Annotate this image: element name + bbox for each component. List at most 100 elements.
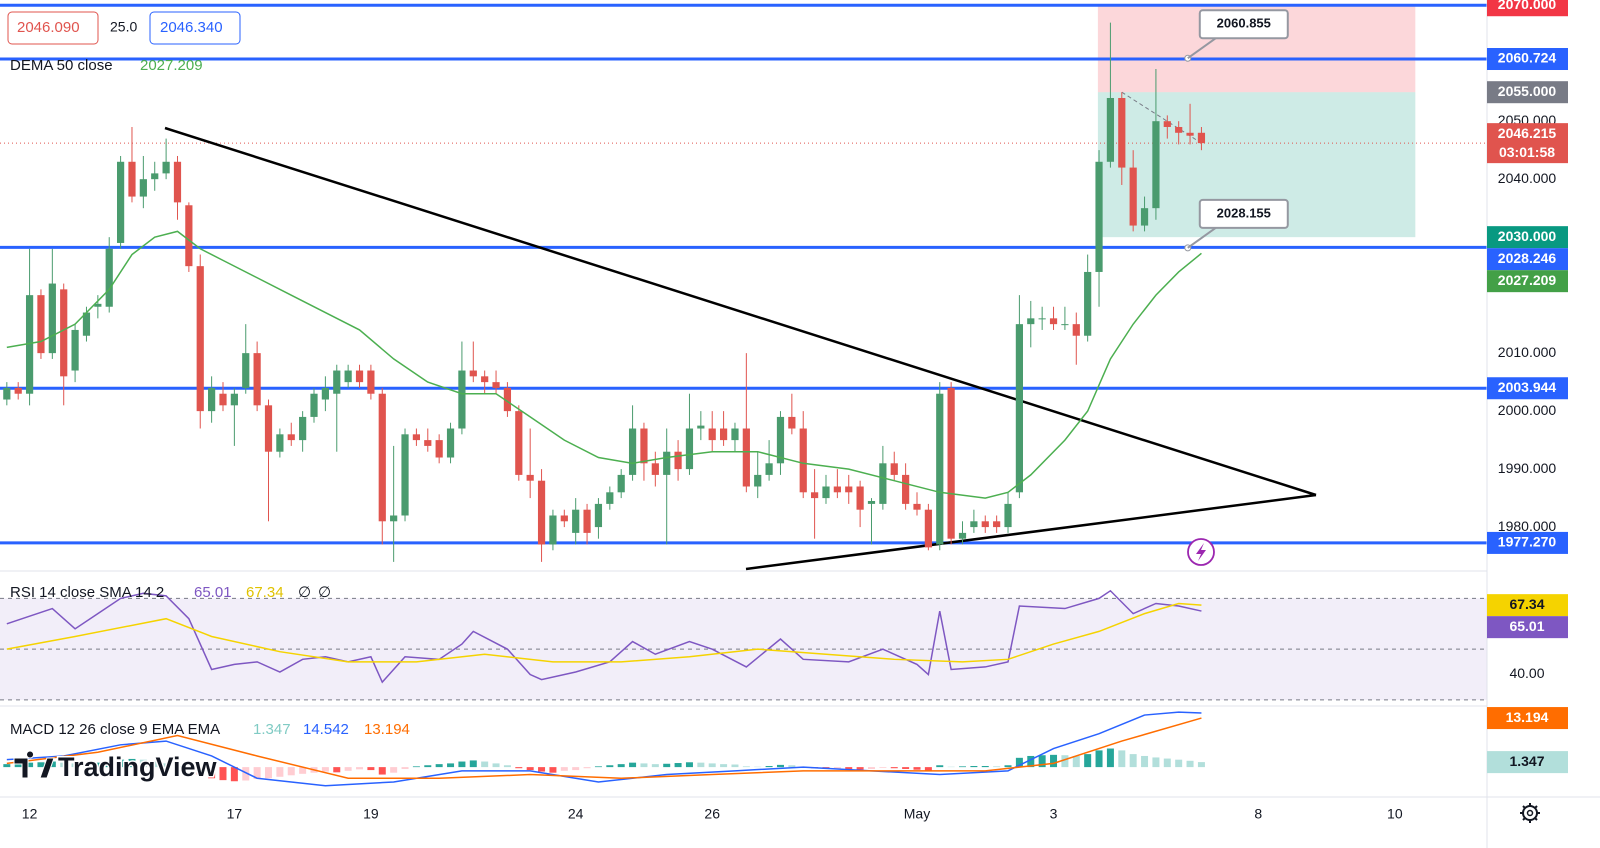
candle-body — [253, 353, 261, 406]
histogram-bar — [378, 767, 386, 775]
candle-body — [583, 509, 591, 533]
price-tag — [1487, 123, 1568, 164]
histogram-bar — [856, 767, 864, 770]
candle-body — [594, 503, 603, 528]
candle-body — [1049, 318, 1058, 325]
price-tag-label: 2003.944 — [1498, 379, 1557, 395]
candle-body — [1038, 318, 1046, 320]
histogram-bar — [401, 767, 409, 769]
histogram-bar — [1038, 755, 1046, 768]
price-tag — [1487, 594, 1568, 617]
histogram-bar — [151, 761, 159, 768]
histogram-bar — [936, 765, 944, 768]
histogram-bar — [538, 767, 546, 772]
price-tag-label: 2030.000 — [1498, 228, 1557, 244]
candle-body — [799, 428, 807, 493]
indicator-flag: ∅ — [298, 584, 311, 601]
candle-body — [1175, 126, 1183, 133]
indicator-value: 13.194 — [364, 721, 410, 738]
candle-body — [515, 411, 523, 475]
histogram-bar — [959, 766, 967, 768]
histogram-bar — [503, 765, 511, 768]
histogram-bar — [26, 762, 34, 768]
price-tag-label: 03:01:58 — [1499, 144, 1555, 160]
candle-body — [1152, 121, 1160, 209]
histogram-bar — [333, 767, 341, 773]
histogram-bar — [583, 767, 591, 769]
settings-icon[interactable] — [1520, 803, 1540, 823]
bid-price: 2046.090 — [17, 19, 80, 36]
histogram-bar — [37, 762, 45, 768]
candle-body — [208, 387, 216, 412]
histogram-bar — [208, 767, 216, 779]
candle-body — [60, 289, 68, 377]
candle-body — [913, 503, 921, 510]
histogram-bar — [3, 764, 11, 768]
histogram-bar — [515, 767, 523, 769]
candle-body — [344, 370, 352, 383]
histogram-bar — [60, 762, 68, 768]
histogram-bar — [867, 767, 875, 769]
candle-body — [549, 515, 557, 545]
callout-label: 2028.155 — [1217, 205, 1271, 220]
histogram-bar — [94, 762, 102, 768]
histogram-bar — [1186, 760, 1194, 768]
candle-body — [321, 387, 329, 400]
ask-box[interactable] — [149, 11, 241, 45]
x-tick-label: May — [904, 806, 930, 822]
histogram-bar — [196, 767, 204, 775]
histogram-bar — [458, 761, 466, 768]
histogram-bar — [720, 764, 728, 768]
histogram-bar — [1084, 754, 1092, 768]
indicator-flag: ∅ — [318, 584, 331, 601]
candle-body — [788, 416, 796, 429]
candle-body — [173, 161, 182, 203]
candle-body — [71, 329, 79, 371]
candle-body — [879, 463, 887, 504]
x-tick-label: 24 — [568, 806, 584, 822]
candle-body — [617, 474, 625, 493]
candle-body — [1118, 97, 1126, 168]
candle-body — [606, 492, 614, 504]
candle-body — [776, 416, 785, 464]
histogram-bar — [276, 767, 284, 777]
indicator-value: 2027.209 — [140, 57, 203, 74]
bid-box[interactable] — [7, 11, 99, 45]
back-layer — [0, 3, 1487, 701]
histogram-bar — [1175, 759, 1183, 768]
histogram-bar — [549, 767, 557, 773]
candle-body — [390, 515, 398, 522]
price-tag-label: 2028.246 — [1498, 250, 1557, 266]
histogram-bar — [629, 762, 637, 768]
histogram-bar — [253, 767, 261, 780]
histogram-bar — [1061, 755, 1069, 768]
histogram-bar — [788, 765, 796, 768]
candle-body — [663, 451, 671, 475]
price-tag-label: 2070.000 — [1498, 0, 1557, 12]
histogram-bar — [128, 758, 136, 768]
histogram-bar — [117, 759, 125, 768]
histogram-bar — [390, 767, 398, 773]
price-tag — [1487, 48, 1568, 71]
candle-body — [890, 463, 898, 475]
candle-body — [310, 393, 318, 417]
histogram-bar — [1129, 754, 1137, 768]
histogram-bar — [230, 767, 238, 782]
trendline-lower — [745, 493, 1317, 571]
histogram-bar — [71, 763, 79, 768]
candle-body — [469, 370, 477, 377]
histogram-bar — [1152, 757, 1160, 768]
histogram-bar — [242, 767, 250, 781]
spread: 25.0 — [110, 19, 137, 35]
price-tag — [1487, 707, 1568, 730]
candle-body — [867, 500, 876, 504]
histogram-bar — [162, 763, 170, 768]
candle-body — [981, 521, 989, 528]
alert-icon[interactable] — [1187, 538, 1215, 566]
price-tag — [1487, 751, 1568, 774]
histogram-bar — [1004, 765, 1012, 768]
candle-body — [139, 179, 147, 197]
callout-pointer — [1187, 227, 1217, 249]
histogram-bar — [1141, 755, 1149, 768]
histogram-bar — [48, 761, 56, 768]
